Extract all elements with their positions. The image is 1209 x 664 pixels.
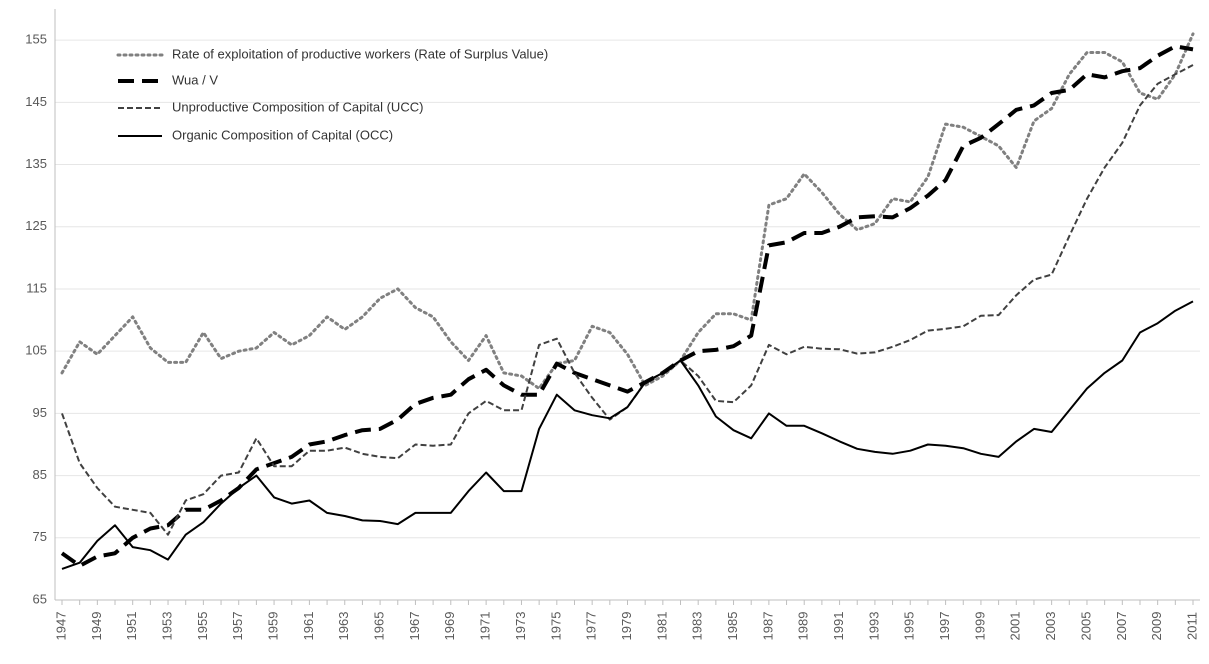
series-line bbox=[61, 64, 1194, 536]
y-tick-label: 155 bbox=[25, 32, 47, 47]
x-tick-label: 1981 bbox=[654, 612, 669, 641]
x-tick-label: 1961 bbox=[301, 612, 316, 641]
y-tick-label: 95 bbox=[33, 405, 47, 420]
x-tick-label: 1987 bbox=[760, 612, 775, 641]
y-tick-label: 115 bbox=[26, 280, 47, 295]
x-tick-label: 1995 bbox=[902, 612, 917, 641]
x-tick-label: 1985 bbox=[725, 612, 740, 641]
y-tick-label: 105 bbox=[25, 343, 47, 358]
x-tick-label: 2007 bbox=[1114, 612, 1129, 641]
legend-label: Unproductive Composition of Capital (UCC… bbox=[172, 99, 423, 114]
x-tick-label: 1973 bbox=[513, 612, 528, 641]
y-tick-label: 145 bbox=[25, 94, 47, 109]
x-tick-label: 1971 bbox=[478, 612, 493, 641]
x-tick-label: 1975 bbox=[548, 612, 563, 641]
x-tick-label: 1979 bbox=[619, 612, 634, 641]
x-tick-label: 1957 bbox=[230, 612, 245, 641]
legend-label: Organic Composition of Capital (OCC) bbox=[172, 127, 393, 142]
series-line bbox=[61, 300, 1194, 570]
series-line bbox=[60, 44, 1194, 568]
x-tick-label: 1951 bbox=[124, 612, 139, 641]
x-tick-label: 1997 bbox=[937, 612, 952, 641]
x-tick-label: 1983 bbox=[690, 612, 705, 641]
x-tick-label: 1953 bbox=[159, 612, 174, 641]
legend-label: Wua / V bbox=[172, 72, 218, 87]
legend-label: Rate of exploitation of productive worke… bbox=[172, 46, 548, 61]
x-tick-label: 2001 bbox=[1008, 612, 1023, 641]
x-tick-label: 2011 bbox=[1184, 612, 1199, 640]
x-tick-label: 1955 bbox=[195, 612, 210, 641]
x-tick-label: 1989 bbox=[796, 612, 811, 641]
x-tick-label: 2009 bbox=[1149, 612, 1164, 641]
x-tick-label: 1965 bbox=[372, 612, 387, 641]
x-tick-label: 2005 bbox=[1078, 612, 1093, 641]
y-tick-label: 85 bbox=[33, 467, 47, 482]
y-tick-label: 125 bbox=[25, 218, 47, 233]
x-tick-label: 1999 bbox=[972, 612, 987, 641]
y-tick-label: 75 bbox=[33, 529, 47, 544]
x-tick-label: 1977 bbox=[584, 612, 599, 641]
x-tick-label: 1947 bbox=[53, 612, 68, 641]
x-tick-label: 2003 bbox=[1043, 612, 1058, 641]
y-tick-label: 135 bbox=[25, 156, 47, 171]
series-line bbox=[60, 32, 1195, 390]
x-tick-label: 1969 bbox=[442, 612, 457, 641]
x-tick-label: 1959 bbox=[266, 612, 281, 641]
y-tick-label: 65 bbox=[33, 591, 47, 606]
x-tick-label: 1967 bbox=[407, 612, 422, 641]
x-tick-label: 1963 bbox=[336, 612, 351, 641]
x-tick-label: 1949 bbox=[89, 612, 104, 641]
x-tick-label: 1993 bbox=[866, 612, 881, 641]
x-tick-label: 1991 bbox=[831, 612, 846, 641]
